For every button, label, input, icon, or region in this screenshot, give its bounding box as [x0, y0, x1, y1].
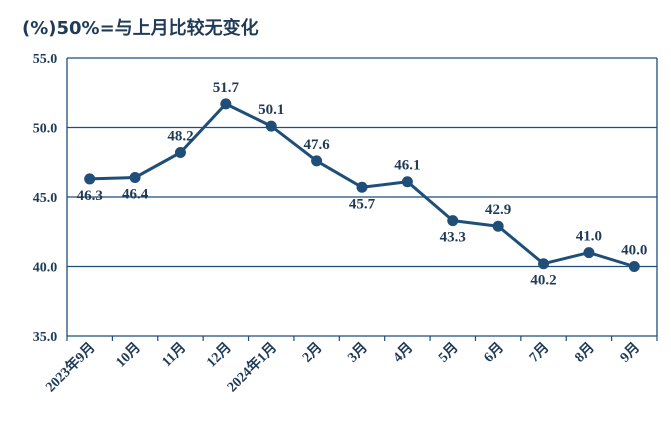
- data-label: 47.6: [303, 137, 330, 153]
- x-tick-label: 3月: [345, 340, 371, 366]
- y-tick-label: 40.0: [33, 261, 58, 276]
- data-point: [447, 215, 459, 227]
- data-point: [538, 258, 550, 270]
- x-tick-label: 11月: [159, 340, 190, 371]
- x-tick-label: 9月: [617, 340, 643, 366]
- data-label: 51.7: [213, 80, 240, 96]
- x-tick-label: 4月: [390, 340, 416, 366]
- y-tick-labels: 35.0 40.0 45.0 50.0 55.0: [33, 52, 58, 345]
- data-label: 46.4: [122, 187, 149, 203]
- data-label: 40.2: [530, 273, 556, 289]
- x-tick-label: 7月: [526, 340, 552, 366]
- data-point: [220, 98, 232, 110]
- data-label: 45.7: [349, 196, 376, 212]
- data-label: 48.2: [167, 129, 193, 145]
- data-label: 43.3: [440, 230, 466, 246]
- data-label: 42.9: [485, 202, 511, 218]
- x-tick-label: 12月: [204, 340, 235, 371]
- data-label: 41.0: [576, 229, 602, 245]
- x-tick-label: 2024年1月: [223, 339, 280, 396]
- data-point: [401, 176, 413, 188]
- chart-title: (%)50%=与上月比较无变化: [22, 18, 259, 39]
- data-point: [583, 247, 595, 259]
- axes: [66, 58, 658, 341]
- x-tick-label: 2023年9月: [42, 339, 99, 396]
- data-point: [311, 155, 323, 167]
- data-point: [492, 220, 504, 232]
- gridlines: [67, 57, 657, 268]
- data-label: 50.1: [258, 102, 284, 118]
- data-point: [129, 172, 141, 184]
- x-tick-label: 8月: [572, 340, 598, 366]
- y-tick-label: 55.0: [33, 52, 58, 67]
- x-tick-label: 5月: [435, 340, 461, 366]
- data-labels: 46.3 46.4 48.2 51.7 50.1 47.6 45.7 46.1 43.3 42.9…: [77, 80, 648, 289]
- data-label: 46.3: [77, 188, 103, 204]
- x-tick-label: 6月: [481, 340, 507, 366]
- data-point: [628, 261, 640, 272]
- y-tick-label: 35.0: [33, 330, 58, 345]
- data-points: [84, 98, 640, 272]
- y-tick-label: 45.0: [33, 191, 58, 206]
- y-tick-label: 50.0: [33, 122, 58, 137]
- data-label: 46.1: [394, 158, 420, 174]
- data-point: [84, 173, 96, 185]
- data-label: 40.0: [621, 243, 647, 259]
- data-point: [356, 181, 368, 193]
- data-point: [265, 120, 277, 132]
- x-tick-label: 2月: [299, 340, 325, 366]
- data-point: [174, 147, 186, 159]
- x-tick-label: 10月: [113, 340, 144, 371]
